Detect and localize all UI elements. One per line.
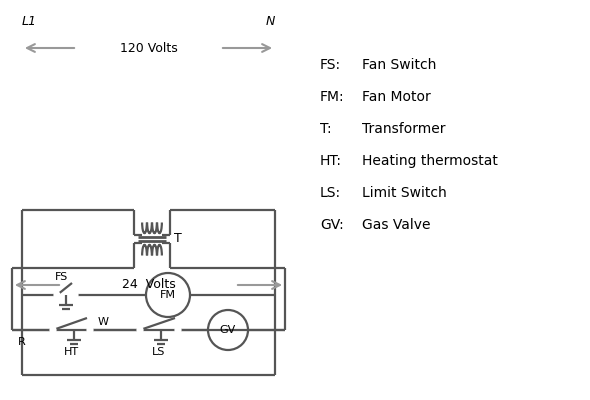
Text: Transformer: Transformer: [362, 122, 445, 136]
Text: W: W: [98, 317, 109, 327]
Text: 24  Volts: 24 Volts: [122, 278, 175, 292]
Circle shape: [51, 328, 55, 332]
Text: LS: LS: [152, 347, 166, 357]
Text: LS:: LS:: [320, 186, 341, 200]
Text: HT:: HT:: [320, 154, 342, 168]
Text: Gas Valve: Gas Valve: [362, 218, 431, 232]
Text: FM: FM: [160, 290, 176, 300]
Text: HT: HT: [64, 347, 79, 357]
Text: N: N: [266, 15, 275, 28]
Text: Fan Switch: Fan Switch: [362, 58, 437, 72]
Text: GV:: GV:: [320, 218, 344, 232]
Circle shape: [137, 328, 143, 332]
Text: Limit Switch: Limit Switch: [362, 186, 447, 200]
Text: GV: GV: [220, 325, 236, 335]
Text: T: T: [174, 232, 182, 246]
Text: FM:: FM:: [320, 90, 345, 104]
Text: Fan Motor: Fan Motor: [362, 90, 431, 104]
Text: FS:: FS:: [320, 58, 341, 72]
Circle shape: [54, 292, 60, 298]
Text: R: R: [18, 337, 26, 347]
Circle shape: [175, 328, 181, 332]
Text: L1: L1: [22, 15, 37, 28]
Circle shape: [73, 292, 77, 298]
Text: FS: FS: [54, 272, 68, 282]
Circle shape: [87, 328, 93, 332]
Text: 120 Volts: 120 Volts: [120, 42, 178, 54]
Text: T:: T:: [320, 122, 332, 136]
Text: Heating thermostat: Heating thermostat: [362, 154, 498, 168]
